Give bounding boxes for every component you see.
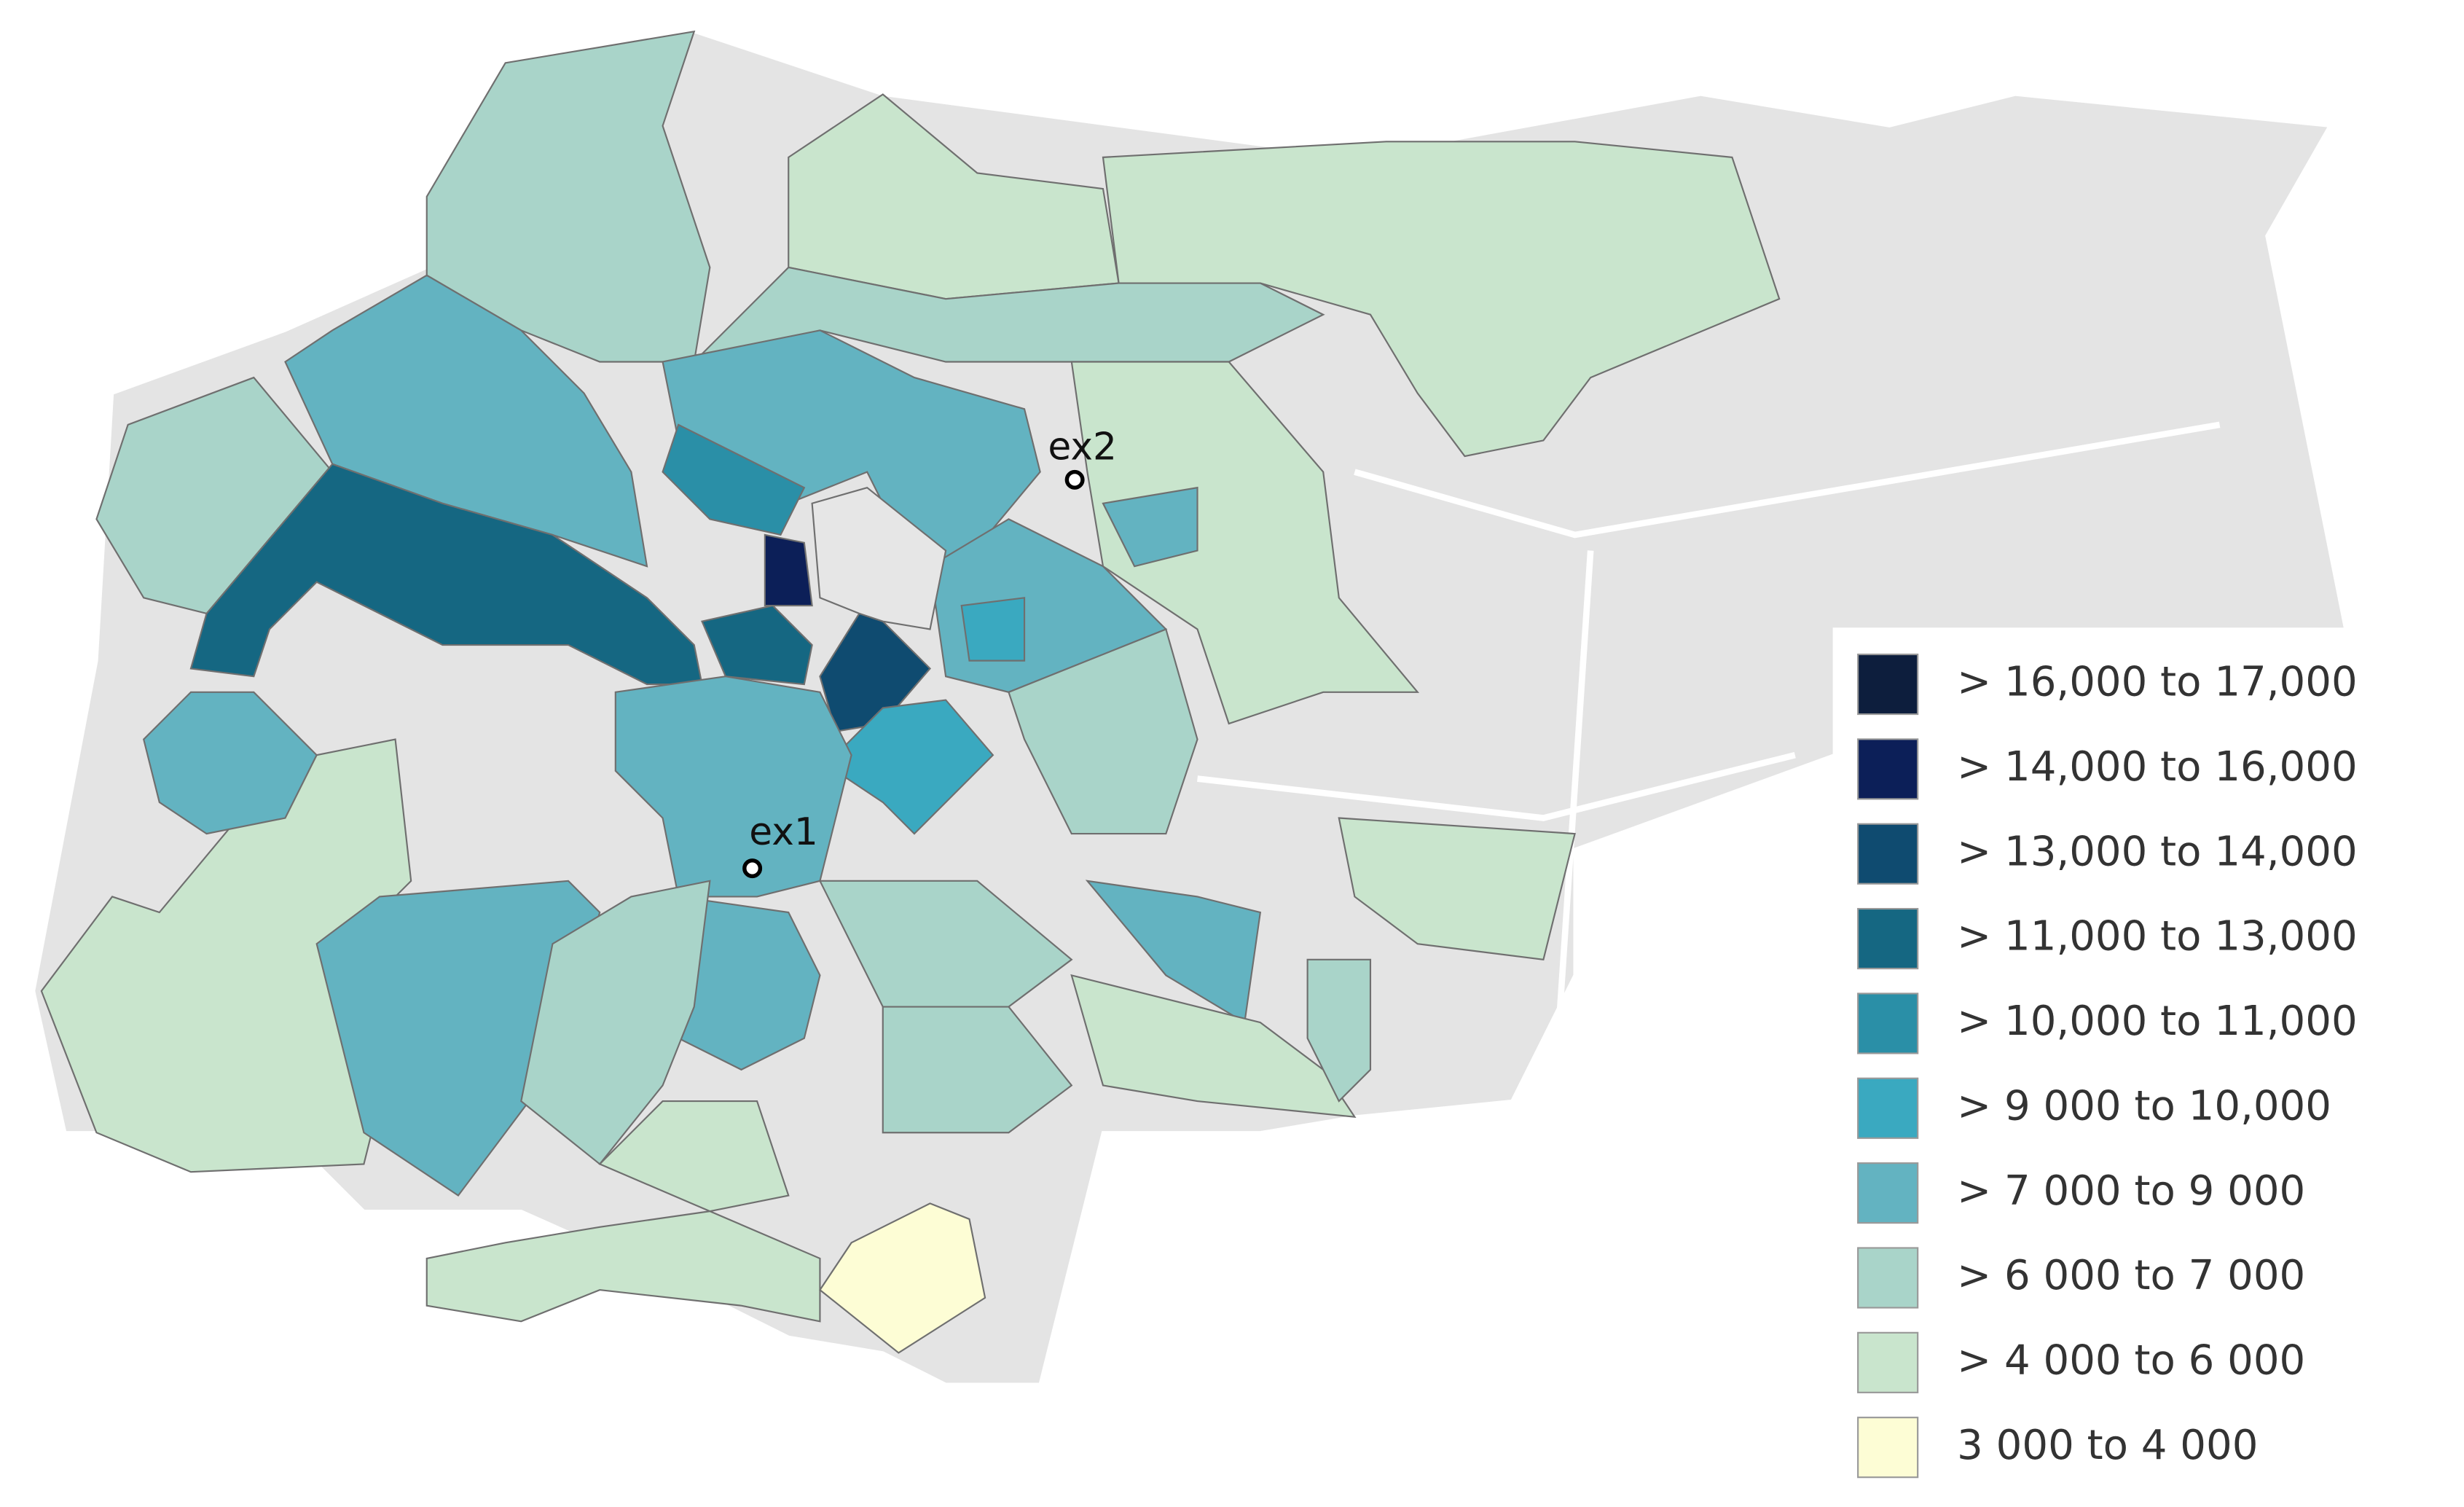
legend-label: 3 000 to 4 000 [1957, 1422, 2258, 1469]
district [1338, 817, 1576, 960]
legend-swatch [1857, 1247, 1919, 1309]
legend-label: > 4 000 to 6 000 [1957, 1336, 2305, 1384]
legend-swatch [1857, 1331, 1919, 1393]
legend-label: > 16,000 to 17,000 [1957, 659, 2358, 706]
legend-label: > 10,000 to 11,000 [1957, 998, 2358, 1045]
district [1070, 974, 1357, 1118]
legend: > 16,000 to 17,000 > 14,000 to 16,000 > 13… [1857, 653, 2358, 1479]
legend-label: > 14,000 to 16,000 [1957, 743, 2358, 791]
legend-swatch [1857, 1417, 1919, 1479]
legend-swatch [1857, 993, 1919, 1054]
markers: ex1 ex2 [742, 425, 1117, 879]
road [1197, 421, 2221, 1023]
district [1306, 958, 1372, 1103]
district [425, 1210, 821, 1323]
city-centre [811, 486, 947, 630]
legend-label: > 9 000 to 10,000 [1957, 1082, 2331, 1130]
legend-swatch [1857, 653, 1919, 716]
legend-swatch [1857, 1162, 1919, 1224]
district [691, 266, 1325, 364]
district [882, 1006, 1073, 1134]
district [1085, 880, 1262, 1024]
district [40, 738, 412, 1173]
legend-swatch [1857, 738, 1919, 800]
legend-swatch [1857, 1077, 1919, 1139]
district [1102, 486, 1198, 568]
district [662, 423, 806, 536]
district [818, 880, 1073, 1008]
legend-label: > 11,000 to 13,000 [1957, 913, 2358, 960]
legend-swatch [1857, 823, 1919, 885]
marker [742, 858, 763, 879]
legend-label: > 7 000 to 9 000 [1957, 1167, 2305, 1215]
district [143, 691, 318, 835]
district [1070, 361, 1420, 725]
district [614, 676, 852, 898]
marker-label: ex1 [749, 810, 818, 854]
district [960, 597, 1026, 662]
marker-label: ex2 [1048, 425, 1117, 469]
district [598, 1100, 790, 1213]
districts [40, 30, 1781, 1354]
legend-box [1834, 632, 2463, 1498]
legend-swatch [1857, 907, 1919, 970]
district [1008, 628, 1198, 835]
district [701, 604, 813, 686]
district [520, 880, 711, 1165]
marker [1064, 469, 1085, 490]
district [764, 533, 813, 607]
legend-label: > 6 000 to 7 000 [1957, 1252, 2305, 1299]
district [818, 1202, 986, 1354]
legend-label: > 13,000 to 14,000 [1957, 828, 2358, 875]
